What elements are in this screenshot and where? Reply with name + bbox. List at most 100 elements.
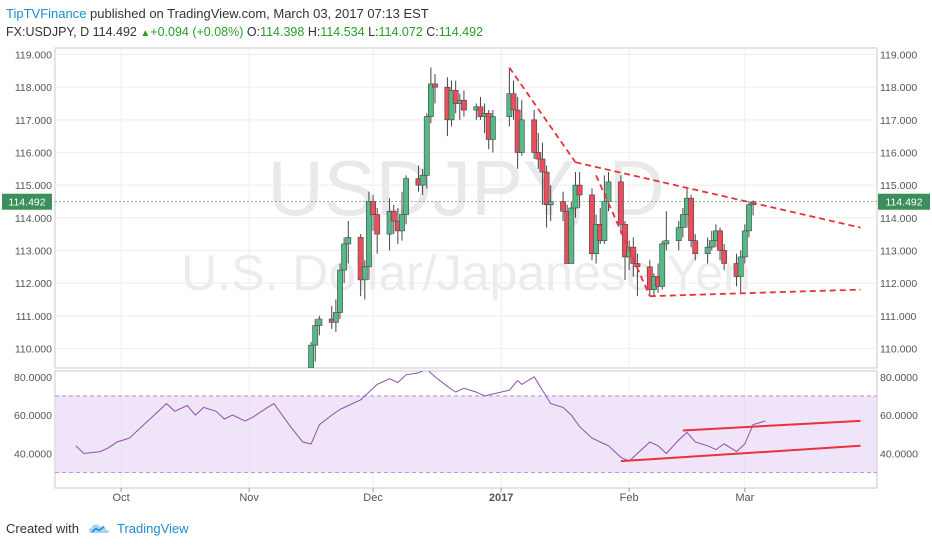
candle-body xyxy=(568,207,575,264)
candle-body xyxy=(489,116,496,140)
candle-body xyxy=(316,318,323,326)
author-link[interactable]: TipTVFinance xyxy=(6,6,87,21)
last-price-tag-right-bg xyxy=(878,193,930,210)
rsi-tick-label-left: 40.0000 xyxy=(14,448,52,460)
x-tick-label: 2017 xyxy=(489,492,513,504)
candle-body xyxy=(518,119,525,153)
candle-body xyxy=(332,312,339,323)
candle-body xyxy=(452,90,459,104)
candle-body xyxy=(679,214,686,228)
price-tick-label-right: 113.000 xyxy=(880,245,917,257)
candle-body xyxy=(746,204,752,232)
price-tick-label-left: 114.000 xyxy=(15,213,52,225)
high-value: 114.534 xyxy=(320,25,365,39)
price-tick-label-right: 111.000 xyxy=(880,311,917,323)
last-price-tag-right: 114.492 xyxy=(885,197,922,209)
price-tick-label-left: 111.000 xyxy=(16,311,53,323)
candle-body xyxy=(634,263,641,268)
candle-body xyxy=(692,240,699,255)
rsi-group xyxy=(55,371,877,474)
candle-body xyxy=(308,344,315,368)
candle-body xyxy=(601,201,608,241)
price-tick-label-left: 112.000 xyxy=(15,278,52,290)
candle-body xyxy=(688,197,695,241)
tradingview-link[interactable]: TradingView xyxy=(116,521,189,536)
price-tick-label-right: 112.000 xyxy=(880,278,917,290)
candle-body xyxy=(403,178,410,215)
low-value: 114.072 xyxy=(378,25,423,39)
price-tick-label-left: 116.000 xyxy=(15,147,52,159)
candle-body xyxy=(337,269,343,313)
price-tick-label-left: 118.000 xyxy=(15,82,52,94)
price-tick-label-right: 116.000 xyxy=(880,147,917,159)
candle-body xyxy=(543,171,550,206)
x-tick-label: Mar xyxy=(735,492,754,504)
publish-info: TipTVFinance published on TradingView.co… xyxy=(6,6,429,21)
rsi-tick-label-right: 60.0000 xyxy=(880,410,918,422)
rsi-trendline xyxy=(620,444,861,463)
candle-body xyxy=(572,184,579,209)
x-tick-label: Feb xyxy=(620,492,639,504)
candle-body xyxy=(560,201,566,212)
price-tick-label-left: 119.000 xyxy=(15,50,52,62)
price-tick-label-left: 117.000 xyxy=(15,115,52,127)
close-label: C: xyxy=(426,25,439,39)
candle-body xyxy=(345,237,352,245)
x-tick-label: Nov xyxy=(239,492,259,504)
candle-body xyxy=(341,243,348,271)
candle-body xyxy=(737,256,744,277)
candle-body xyxy=(427,83,434,117)
close-value: 114.492 xyxy=(438,25,484,39)
created-with-label: Created with xyxy=(6,521,79,536)
candle-body xyxy=(708,240,715,248)
candle-body xyxy=(547,201,554,206)
low-label: L: xyxy=(368,25,379,39)
publish-text: published on TradingView.com, March 03, … xyxy=(86,6,429,21)
open-label: O: xyxy=(246,25,261,39)
candle-body xyxy=(386,210,393,235)
candle-body xyxy=(477,106,484,117)
candle-body xyxy=(741,230,748,258)
candle-body xyxy=(663,240,670,245)
candle-body xyxy=(630,246,637,264)
candle-body xyxy=(370,201,376,215)
candle-body xyxy=(461,99,467,111)
price-tick-label-left: 115.000 xyxy=(15,180,52,192)
candle-body xyxy=(659,243,666,287)
last-price-tag-left: 114.492 xyxy=(8,197,45,209)
candle-body xyxy=(539,158,546,173)
candle-body xyxy=(510,93,517,111)
candle-body xyxy=(704,246,711,255)
x-tick-label: Dec xyxy=(363,492,383,504)
candle-body xyxy=(312,325,319,346)
price-tick-label-left: 110.000 xyxy=(15,343,52,355)
candle-body xyxy=(361,266,368,281)
price-tick-label-right: 117.000 xyxy=(880,115,917,127)
candle-body xyxy=(390,210,397,222)
x-tick-label: Oct xyxy=(113,492,130,504)
watermark-symbol: USDJPY, D xyxy=(267,144,664,232)
candle-body xyxy=(399,214,405,232)
candle-body xyxy=(419,175,426,186)
candle-body xyxy=(448,90,455,121)
rsi-band xyxy=(55,395,877,473)
candle-body xyxy=(717,230,723,251)
candle-body xyxy=(357,237,364,281)
price-tick-label-right: 119.000 xyxy=(880,50,917,62)
rsi-trendline xyxy=(682,419,861,432)
price-tick-label-right: 115.000 xyxy=(880,180,917,192)
tradingview-logo-icon xyxy=(88,524,109,533)
open-value: 114.398 xyxy=(260,25,305,39)
candles-group xyxy=(308,67,861,368)
rsi-tick-label-right: 80.0000 xyxy=(880,372,918,384)
rsi-line xyxy=(75,371,766,462)
price-tick-label-right: 114.000 xyxy=(880,213,917,225)
symbol-label: FX:USDJPY, D xyxy=(6,25,90,39)
symbol-info: FX:USDJPY, D 114.492 ▲+0.094 (+0.08%) O:… xyxy=(6,25,483,39)
candle-body xyxy=(423,116,430,176)
watermark-name: U.S. Dollar/Japanese Yen xyxy=(181,245,751,301)
price-tick-label-right: 110.000 xyxy=(880,343,917,355)
footer: Created with TradingView xyxy=(6,521,189,536)
candle-body xyxy=(531,119,538,153)
